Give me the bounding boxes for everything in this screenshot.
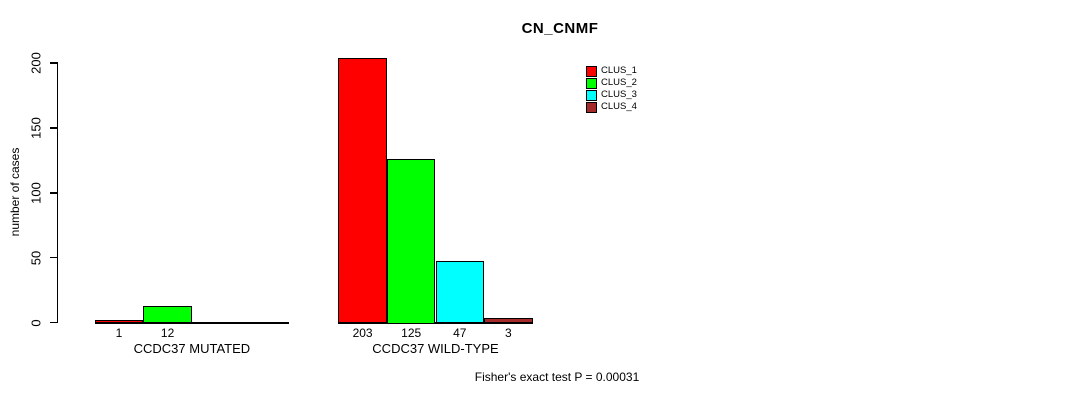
legend-label: CLUS_1 bbox=[601, 65, 637, 76]
y-axis-tick bbox=[49, 321, 58, 324]
legend: CLUS_1 CLUS_2 CLUS_3 CLUS_4 bbox=[586, 65, 637, 113]
legend-entry: CLUS_4 bbox=[586, 101, 637, 113]
y-axis-label: number of cases bbox=[8, 147, 22, 237]
bar-clus_1 bbox=[338, 58, 387, 324]
legend-entry: CLUS_1 bbox=[586, 65, 637, 77]
y-tick-label: 200 bbox=[28, 52, 44, 74]
group-label: CCDC37 MUTATED bbox=[133, 341, 251, 356]
legend-label: CLUS_3 bbox=[601, 89, 637, 100]
legend-label: CLUS_2 bbox=[601, 77, 637, 88]
bar-value-label: 125 bbox=[401, 326, 422, 340]
legend-swatch-clus_3 bbox=[586, 89, 597, 101]
legend-label: CLUS_4 bbox=[601, 101, 637, 112]
y-axis-line bbox=[56, 62, 59, 324]
bar-clus_1 bbox=[94, 320, 144, 324]
bar-clus_4 bbox=[484, 317, 533, 324]
bar-value-label: 1 bbox=[115, 326, 123, 340]
x-axis-line bbox=[338, 321, 533, 324]
y-tick-label: 50 bbox=[28, 250, 44, 265]
bar-value-label: 3 bbox=[505, 326, 512, 340]
y-tick-label: 100 bbox=[28, 181, 44, 204]
y-tick-label: 0 bbox=[28, 318, 44, 327]
legend-swatch-clus_1 bbox=[586, 65, 597, 77]
bar-value-label: 47 bbox=[453, 326, 467, 340]
legend-swatch-clus_4 bbox=[586, 101, 597, 113]
bar-clus_3 bbox=[435, 260, 485, 324]
legend-swatch-clus_2 bbox=[586, 77, 597, 89]
chart-title: CN_CNMF bbox=[521, 20, 599, 37]
bar-value-label: 203 bbox=[352, 326, 373, 340]
y-axis-tick bbox=[49, 192, 58, 194]
group-label: CCDC37 WILD-TYPE bbox=[372, 341, 499, 356]
y-tick-label: 150 bbox=[28, 117, 44, 139]
y-axis-tick bbox=[49, 62, 58, 64]
bar-clus_2 bbox=[143, 305, 192, 324]
y-axis-tick bbox=[49, 127, 58, 129]
bar-clus_2 bbox=[386, 159, 436, 324]
y-axis-tick bbox=[49, 256, 58, 259]
legend-entry: CLUS_2 bbox=[586, 77, 637, 89]
legend-entry: CLUS_3 bbox=[586, 89, 637, 101]
bar-value-label: 12 bbox=[160, 326, 175, 340]
stat-annotation: Fisher's exact test P = 0.00031 bbox=[474, 370, 640, 384]
